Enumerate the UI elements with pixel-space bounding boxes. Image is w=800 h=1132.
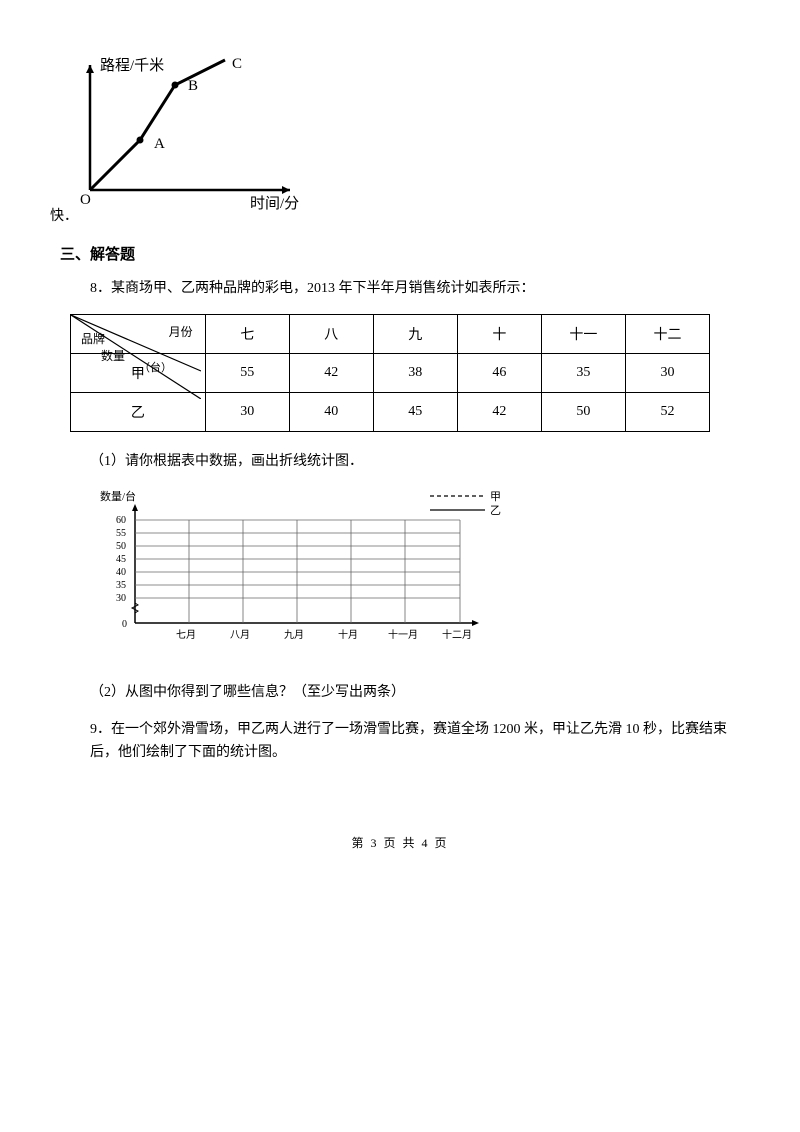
- ytick: 55: [116, 528, 126, 539]
- xtick: 十二月: [442, 628, 472, 641]
- cell: 30: [625, 354, 709, 393]
- point-b-label: B: [188, 78, 198, 94]
- cell: 42: [289, 354, 373, 393]
- diag-unit: （台）: [139, 359, 172, 375]
- point-c-label: C: [232, 56, 242, 72]
- diag-header-cell: 月份 数量 （台） 品牌: [71, 315, 206, 354]
- section-title: 三、解答题: [60, 243, 740, 264]
- ytick: 40: [116, 567, 126, 578]
- point-a-label: A: [154, 136, 165, 152]
- cell: 52: [625, 393, 709, 432]
- chart1-x-label: 时间/分: [250, 195, 299, 210]
- month-header: 八: [289, 315, 373, 354]
- xtick: 十月: [338, 628, 358, 641]
- xtick: 十一月: [388, 628, 418, 641]
- cell: 50: [541, 393, 625, 432]
- ytick: 30: [116, 593, 126, 604]
- month-header: 十一: [541, 315, 625, 354]
- cell: 30: [205, 393, 289, 432]
- cell: 46: [457, 354, 541, 393]
- chart1-svg: O A B C 路程/千米 时间/分: [60, 50, 340, 210]
- ytick: 45: [116, 554, 126, 565]
- ytick: 35: [116, 580, 126, 591]
- legend-yi: 乙: [490, 504, 501, 517]
- cell: 38: [373, 354, 457, 393]
- blank-line-chart: 数量/台 甲 乙: [90, 488, 740, 663]
- legend-jia: 甲: [490, 491, 501, 503]
- question-8-sub2: （2）从图中你得到了哪些信息？（至少写出两条）: [90, 681, 740, 701]
- chart2-svg: 数量/台 甲 乙: [90, 488, 510, 658]
- month-header: 九: [373, 315, 457, 354]
- diag-bottom: 品牌: [81, 330, 105, 347]
- origin-label: O: [80, 192, 91, 208]
- ytick: 50: [116, 541, 126, 552]
- page-footer: 第 3 页 共 4 页: [60, 834, 740, 851]
- question-8: 8．某商场甲、乙两种品牌的彩电，2013 年下半年月销售统计如表所示：: [90, 278, 740, 300]
- chart2-y-label: 数量/台: [100, 489, 136, 503]
- xtick: 八月: [230, 629, 250, 641]
- cell: 35: [541, 354, 625, 393]
- month-header: 七: [205, 315, 289, 354]
- xtick: 九月: [284, 629, 304, 641]
- diag-top: 月份: [169, 323, 193, 340]
- cell: 40: [289, 393, 373, 432]
- cell: 55: [205, 354, 289, 393]
- month-header: 十: [457, 315, 541, 354]
- cell: 45: [373, 393, 457, 432]
- question-8-sub1: （1）请你根据表中数据，画出折线统计图．: [90, 450, 740, 470]
- month-header: 十二: [625, 315, 709, 354]
- ytick: 0: [122, 619, 127, 630]
- question-9: 9．在一个郊外滑雪场，甲乙两人进行了一场滑雪比赛，赛道全场 1200 米，甲让乙…: [90, 719, 740, 764]
- sales-table: 月份 数量 （台） 品牌 七 八 九 十 十一 十二 甲 55 42 38 46…: [70, 314, 710, 432]
- chart1-y-label: 路程/千米: [100, 57, 164, 74]
- xtick: 七月: [176, 629, 196, 641]
- cell: 42: [457, 393, 541, 432]
- question-9-text: 9．在一个郊外滑雪场，甲乙两人进行了一场滑雪比赛，赛道全场 1200 米，甲让乙…: [90, 722, 727, 759]
- ytick: 60: [116, 515, 126, 526]
- diag-mid: 数量: [101, 347, 125, 364]
- distance-time-chart: O A B C 路程/千米 时间/分: [60, 50, 740, 215]
